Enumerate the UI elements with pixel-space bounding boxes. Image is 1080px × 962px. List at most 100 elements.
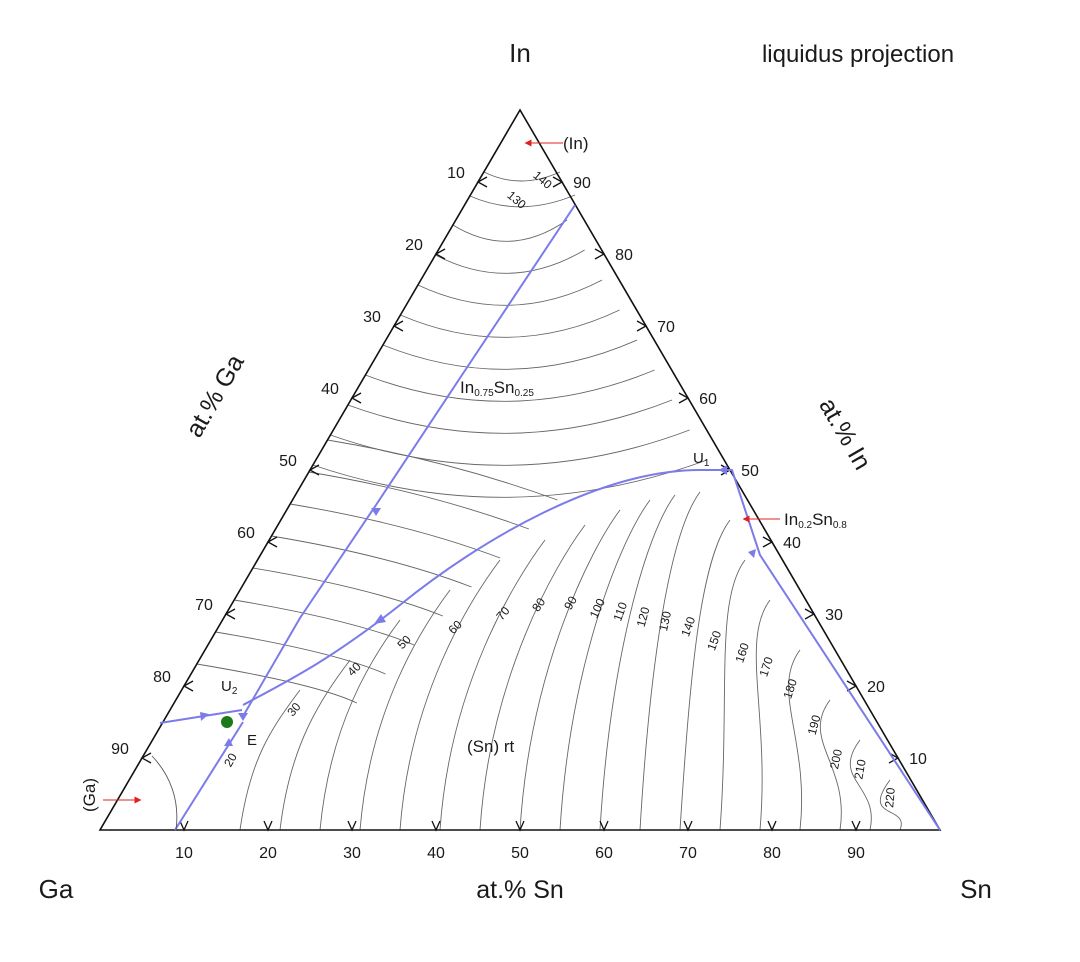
- tick-label: 70: [195, 597, 213, 614]
- phase-part: In: [460, 378, 474, 397]
- phase-subscript: 0.25: [514, 388, 534, 399]
- phase-label-ga: (Ga): [80, 778, 99, 812]
- isotherm-lines: [196, 171, 902, 831]
- isotherm-label: 50: [394, 632, 414, 652]
- eutectic-dot: [221, 716, 233, 728]
- isotherm-curve: [252, 567, 444, 617]
- tick-mark: [888, 752, 900, 764]
- isotherm-curve: [365, 369, 655, 402]
- tick-mark: [431, 820, 441, 832]
- tick-label: 80: [615, 247, 633, 264]
- isotherm-curve: [290, 503, 501, 559]
- tick-label: 10: [175, 845, 193, 862]
- phase-label-sn-rt: (Sn) rt: [467, 737, 515, 756]
- point-label-u1: U1: [693, 450, 710, 469]
- isotherm-curve: [196, 663, 358, 704]
- isotherm-curve: [849, 739, 872, 831]
- isotherm-curve: [239, 689, 301, 831]
- axis-title-in: at.% In: [813, 393, 876, 474]
- tick-mark: [182, 680, 194, 692]
- tick-mark: [476, 176, 488, 188]
- isotherm-curve: [519, 509, 621, 831]
- phase-part: In: [784, 510, 798, 529]
- isotherm-label: 30: [284, 700, 304, 719]
- isotherm-curve: [234, 599, 415, 646]
- tick-mark: [678, 392, 690, 404]
- phase-part: Sn: [812, 510, 833, 529]
- tick-label: 30: [825, 607, 843, 624]
- tick-label: 20: [867, 679, 885, 696]
- tick-mark: [599, 820, 609, 832]
- tick-mark: [762, 536, 774, 548]
- isotherm-curve: [347, 399, 673, 434]
- point-label-u2: U2: [221, 678, 238, 697]
- tick-mark: [683, 820, 693, 832]
- isotherm-curve: [279, 659, 351, 831]
- tick-mark: [846, 680, 858, 692]
- phase-label-in075sn025: In0.75Sn0.25: [460, 378, 534, 399]
- isotherm-curve: [399, 559, 501, 831]
- tick-mark: [594, 248, 606, 260]
- point-main: U: [693, 450, 704, 467]
- phase-pointer-arrows: [103, 139, 780, 804]
- tick-mark: [179, 820, 189, 832]
- isotherm-label: 140: [678, 615, 698, 639]
- isotherm-curve: [788, 649, 803, 831]
- isotherm-curve: [639, 491, 701, 831]
- isotherm-curve: [330, 429, 690, 466]
- tick-mark: [308, 464, 320, 476]
- arrow-icon: [238, 713, 248, 721]
- isotherm-curve: [327, 439, 558, 501]
- corner-label-ga: Ga: [39, 874, 74, 904]
- isotherm-label: 100: [587, 596, 608, 620]
- tick-label: 60: [595, 845, 613, 862]
- tick-mark: [804, 608, 816, 620]
- isotherm-curve: [382, 339, 638, 370]
- tick-mark: [767, 820, 777, 832]
- boundary-direction-arrows: [200, 465, 756, 746]
- boundary-in-in075: [241, 204, 576, 719]
- isotherm-curve: [483, 171, 561, 182]
- phase-boundary-lines: [159, 204, 941, 831]
- isotherm-label: 120: [634, 605, 653, 628]
- tick-label: 50: [279, 453, 297, 470]
- phase-subscript: 0.2: [798, 520, 812, 531]
- tick-label: 40: [783, 535, 801, 552]
- diagram-title: liquidus projection: [762, 41, 954, 68]
- boundary-u1-u2: [242, 469, 701, 706]
- tick-label: 90: [111, 741, 129, 758]
- tick-label: 70: [657, 319, 675, 336]
- isotherm-label: 210: [851, 758, 868, 780]
- isotherm-curve: [819, 699, 842, 831]
- tick-mark: [266, 536, 278, 548]
- tick-label: 10: [447, 165, 465, 182]
- tick-label: 90: [573, 175, 591, 192]
- tick-label: 40: [427, 845, 445, 862]
- tick-mark: [434, 248, 446, 260]
- tick-mark: [552, 176, 564, 188]
- point-label-e: E: [247, 732, 257, 749]
- point-subscript: 1: [704, 458, 710, 469]
- arrow-icon: [371, 508, 381, 516]
- isotherm-curve: [312, 459, 708, 498]
- arrow-icon: [748, 549, 756, 558]
- isotherm-curve: [319, 619, 401, 831]
- tick-label: 50: [741, 463, 759, 480]
- phase-label-in: (In): [563, 134, 589, 153]
- tick-label: 80: [763, 845, 781, 862]
- tick-mark: [851, 820, 861, 832]
- isotherm-curve: [479, 524, 586, 831]
- phase-subscript: 0.8: [833, 520, 847, 531]
- isotherm-label: 180: [780, 677, 800, 701]
- tick-mark: [515, 820, 525, 832]
- phase-subscript: 0.75: [474, 388, 494, 399]
- tick-mark: [636, 320, 648, 332]
- ga-field-boundary: [151, 755, 178, 831]
- isotherm-curve: [719, 559, 746, 831]
- isotherm-label: 80: [529, 595, 548, 614]
- tick-mark: [224, 608, 236, 620]
- tick-label: 10: [909, 751, 927, 768]
- phase-label-in02sn08: In0.2Sn0.8: [784, 510, 847, 531]
